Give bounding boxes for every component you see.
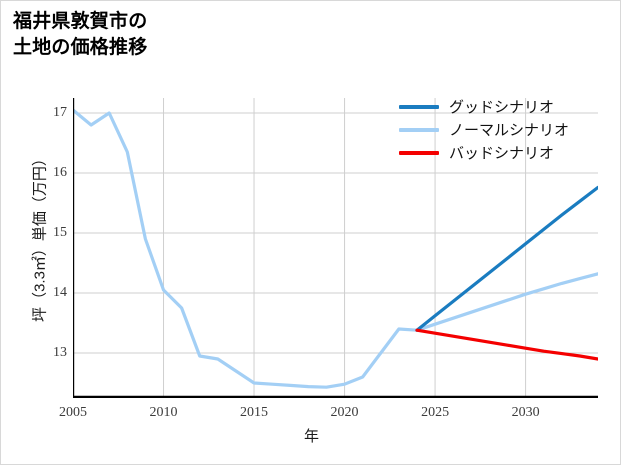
axis-spines: [73, 98, 598, 398]
legend-item[interactable]: グッドシナリオ: [399, 95, 614, 118]
chart-legend: グッドシナリオ ノーマルシナリオ バッドシナリオ: [399, 95, 614, 164]
series-line-good-forecast: [415, 185, 598, 332]
legend-item[interactable]: ノーマルシナリオ: [399, 118, 614, 141]
series-line-bad-forecast: [415, 328, 598, 361]
y-tick-label: 15: [53, 225, 67, 240]
x-tick-label: 2010: [149, 405, 178, 420]
series-line-history-and-normal-forecast: [73, 108, 598, 389]
legend-label: グッドシナリオ: [449, 99, 555, 116]
y-tick-label: 17: [53, 105, 67, 120]
y-tick-label: 13: [53, 345, 67, 360]
legend-label: バッドシナリオ: [449, 145, 555, 162]
legend-item[interactable]: バッドシナリオ: [399, 141, 614, 164]
y-tick-label: 14: [53, 285, 67, 300]
legend-color-swatch: [399, 127, 439, 132]
legend-color-swatch: [399, 104, 439, 109]
legend-color-swatch: [399, 150, 439, 155]
y-axis-ticks: 13 14 15 16 17: [39, 98, 67, 398]
chart-title: 福井県敦賀市の 土地の価格推移: [13, 11, 148, 58]
data-series-group: [73, 108, 598, 389]
x-tick-label: 2025: [421, 405, 450, 420]
legend-label: ノーマルシナリオ: [449, 122, 570, 139]
x-tick-label: 2005: [59, 405, 87, 420]
x-axis-label: 年: [303, 428, 319, 445]
x-tick-label: 2030: [511, 405, 540, 420]
x-axis-ticks: 2005 2010 2015 2020 2025 2030: [59, 403, 598, 425]
plot-area: [73, 98, 598, 398]
x-tick-label: 2015: [240, 405, 269, 420]
x-tick-label: 2020: [330, 405, 359, 420]
y-tick-label: 16: [53, 165, 67, 180]
plot-svg: [73, 98, 598, 398]
